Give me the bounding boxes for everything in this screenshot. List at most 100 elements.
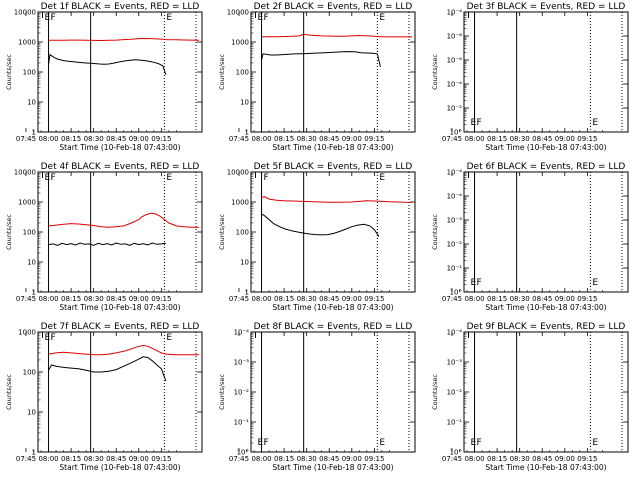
- x-tick-label: 08:00: [251, 295, 271, 303]
- y-tick-label: 1000: [231, 39, 249, 47]
- plot-frame: [37, 171, 203, 293]
- marker-label: F: [264, 438, 269, 448]
- x-tick-label: 08:00: [464, 295, 484, 303]
- x-tick-label: 08:00: [464, 455, 484, 463]
- marker-label: E: [471, 438, 477, 448]
- y-tick-label: 10⁻¹: [447, 419, 463, 427]
- x-tick-label: 07:45: [229, 455, 249, 463]
- chart-panel-8: Det 8f BLACK = Events, RED = LLD 07:45 08:…: [218, 322, 416, 472]
- x-tick-label: 08:15: [274, 295, 294, 303]
- x-tick-label: 08:00: [38, 295, 58, 303]
- x-tick-label: 09:15: [364, 135, 384, 143]
- marker-label: E: [45, 333, 51, 343]
- y-tick-label: 1: [32, 289, 36, 297]
- y-axis-label: Counts/sec: [5, 54, 13, 90]
- marker-label: E: [379, 173, 385, 183]
- x-tick-label: 08:00: [464, 135, 484, 143]
- x-tick-label: 09:00: [342, 135, 362, 143]
- x-tick-label: 08:45: [319, 455, 339, 463]
- chart-title: Det 2f BLACK = Events, RED = LLD: [254, 2, 413, 12]
- y-tick-label: 10⁻⁶: [447, 57, 463, 65]
- plot-frame: [250, 171, 416, 293]
- x-tick-label: 09:15: [577, 135, 597, 143]
- x-tick-label: 07:45: [442, 135, 462, 143]
- marker-label: E: [166, 13, 172, 23]
- series-line-events: [48, 242, 166, 246]
- y-tick-label: 1000: [18, 329, 36, 337]
- y-tick-label: 1000: [18, 199, 36, 207]
- x-tick-label: 09:00: [342, 295, 362, 303]
- chart-title: Det 8f BLACK = Events, RED = LLD: [254, 322, 413, 332]
- plot-frame: [463, 331, 629, 453]
- y-axis-label: Counts/sec: [431, 214, 439, 250]
- x-tick-label: 09:00: [555, 135, 575, 143]
- plot-frame: [463, 171, 629, 293]
- y-tick-label: 10⁻⁴: [447, 9, 463, 17]
- x-tick-label: 08:15: [487, 135, 507, 143]
- x-tick-label: 07:45: [442, 295, 462, 303]
- marker-label: E: [379, 13, 385, 23]
- x-axis-label: Start Time (10-Feb-18 07:43:00): [485, 303, 606, 312]
- x-tick-label: 09:00: [555, 455, 575, 463]
- x-axis-label: Start Time (10-Feb-18 07:43:00): [485, 143, 606, 152]
- marker-label: F: [477, 118, 482, 128]
- y-tick-label: 100: [23, 229, 36, 237]
- x-tick-label: 09:15: [151, 295, 171, 303]
- y-tick-label: 10°: [237, 449, 249, 457]
- y-tick-label: 10⁻⁴: [447, 81, 463, 89]
- y-tick-label: 10⁻²: [447, 241, 463, 249]
- y-tick-label: 1: [32, 129, 36, 137]
- x-tick-label: 09:15: [151, 455, 171, 463]
- marker-label: E: [45, 173, 51, 183]
- x-axis-label: Start Time (10-Feb-18 07:43:00): [485, 463, 606, 472]
- x-tick-label: 08:30: [297, 295, 317, 303]
- y-tick-label: 10°: [450, 289, 462, 297]
- marker-label: F: [264, 13, 269, 23]
- marker-label: E: [166, 333, 172, 343]
- marker-label: E: [258, 13, 264, 23]
- chart-title: Det 7f BLACK = Events, RED = LLD: [41, 322, 200, 332]
- y-axis-label: Counts/sec: [5, 214, 13, 250]
- x-tick-label: 09:15: [151, 135, 171, 143]
- x-tick-label: 08:45: [532, 135, 552, 143]
- marker-label: E: [471, 118, 477, 128]
- y-tick-label: 10000: [14, 9, 36, 17]
- y-tick-label: 10⁻³: [447, 359, 463, 367]
- series-line-lld: [261, 33, 412, 38]
- y-tick-label: 10⁻⁴: [447, 169, 463, 177]
- x-axis-label: Start Time (10-Feb-18 07:43:00): [59, 303, 180, 312]
- y-tick-label: 1: [32, 449, 36, 457]
- x-tick-label: 07:45: [229, 295, 249, 303]
- y-tick-label: 100: [23, 369, 36, 377]
- x-tick-label: 08:15: [61, 295, 81, 303]
- marker-label: E: [592, 438, 598, 448]
- x-tick-label: 08:45: [319, 295, 339, 303]
- y-tick-label: 10⁻⁴: [447, 193, 463, 201]
- x-tick-label: 08:30: [84, 295, 104, 303]
- x-tick-label: 09:00: [342, 455, 362, 463]
- x-axis-label: Start Time (10-Feb-18 07:43:00): [272, 143, 393, 152]
- y-tick-label: 10: [27, 259, 36, 267]
- x-tick-label: 09:00: [129, 135, 149, 143]
- y-axis-label: Counts/sec: [431, 54, 439, 90]
- x-tick-label: 07:45: [442, 455, 462, 463]
- x-tick-label: 08:30: [510, 455, 530, 463]
- x-tick-label: 08:45: [532, 295, 552, 303]
- y-axis-label: Counts/sec: [218, 54, 226, 90]
- x-tick-label: 08:45: [106, 295, 126, 303]
- y-tick-label: 10⁻²: [447, 105, 463, 113]
- x-tick-label: 08:30: [84, 455, 104, 463]
- marker-label: E: [45, 13, 51, 23]
- chart-title: Det 6f BLACK = Events, RED = LLD: [467, 162, 626, 172]
- marker-label: E: [592, 118, 598, 128]
- marker-label: F: [51, 13, 56, 23]
- marker-label: E: [471, 278, 477, 288]
- x-tick-label: 08:45: [106, 135, 126, 143]
- y-tick-label: 10000: [227, 169, 249, 177]
- x-tick-label: 08:00: [38, 135, 58, 143]
- x-tick-label: 09:15: [364, 295, 384, 303]
